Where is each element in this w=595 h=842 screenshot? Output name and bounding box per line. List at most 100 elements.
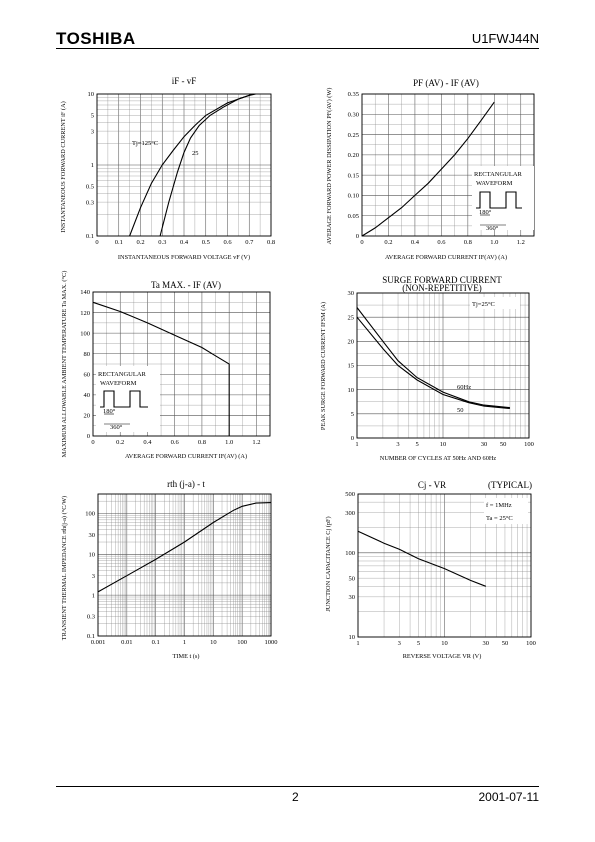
chart-title: PF (AV) - IF (AV): [413, 78, 479, 88]
y-tick-label: 1: [92, 592, 95, 599]
y-tick-label: 15: [348, 363, 355, 370]
x-tick-label: 50: [500, 441, 507, 448]
y-tick-label: 50: [349, 575, 356, 582]
tick-labels: 1 3 5 10 30 50 100 10 30 50 100 300 500: [345, 491, 536, 647]
y-tick-label: 0.3: [86, 199, 94, 206]
x-tick-label: 0.1: [115, 239, 123, 246]
x-tick-label: 0.2: [116, 439, 124, 446]
waveform-icon: [476, 191, 522, 209]
waveform-label-1: RECTANGULAR: [98, 371, 147, 378]
x-axis-label: INSTANTANEOUS FORWARD VOLTAGE vF (V): [118, 254, 250, 261]
y-axis-label: PEAK SURGE FORWARD CURRENT IFSM (A): [320, 302, 327, 430]
y-tick-label: 100: [80, 330, 90, 337]
y-tick-label: 140: [80, 289, 90, 296]
annotation-freq: f = 1MHz: [486, 502, 512, 509]
chart-subtitle: (TYPICAL): [488, 480, 532, 490]
x-tick-label: 0.6: [437, 239, 446, 246]
plot-area: [97, 502, 272, 593]
y-tick-label: 0.25: [348, 132, 359, 139]
x-tick-label: 0.6: [171, 439, 180, 446]
y-tick-label: 0.35: [348, 91, 359, 98]
chart-rth-t: rth (j-a) - t 0.001 0.01 0.1 1 10 100 10000.10…: [61, 479, 278, 660]
waveform-inset-bg: [472, 166, 534, 230]
brand-logo: TOSHIBA: [56, 29, 136, 48]
series-line-1: [356, 307, 510, 409]
plot-frame: [361, 93, 535, 237]
x-tick-label: 0.8: [198, 439, 206, 446]
grid: [97, 493, 272, 637]
x-tick-label: 0: [91, 439, 94, 446]
x-tick-label: 1: [355, 441, 358, 448]
x-tick-label: 10: [440, 441, 447, 448]
plot-frame: [96, 93, 272, 237]
publish-date: 2001-07-11: [478, 790, 540, 804]
x-tick-label: 100: [237, 639, 247, 646]
x-tick-label: 1: [183, 639, 186, 646]
y-tick-label: 10: [88, 91, 95, 98]
waveform-inset-bg: [96, 366, 160, 432]
x-tick-label: 5: [415, 441, 418, 448]
label-360: 360°: [486, 225, 499, 232]
x-tick-label: 10: [210, 639, 217, 646]
series-line-1: [357, 530, 486, 587]
label-180: 180°: [103, 408, 116, 415]
waveform-label-2: WAVEFORM: [476, 180, 513, 187]
x-tick-label: 1000: [265, 639, 278, 646]
y-tick-label: 0: [356, 233, 359, 240]
x-tick-label: 0.4: [180, 239, 189, 246]
y-tick-label: 3: [92, 573, 95, 580]
chart-cj-vr: Cj - VR (TYPICAL) 1 3 5 10 30 50 100 10 30 50 100 3…: [325, 480, 536, 660]
x-axis-label: AVERAGE FORWARD CURRENT IF(AV) (A): [385, 254, 507, 261]
series-label-50: 50: [457, 407, 464, 414]
grid: [96, 93, 272, 237]
page-number: 2: [292, 790, 299, 804]
tj-note-bg: [470, 297, 520, 309]
y-tick-label: 0.10: [348, 193, 359, 200]
plot-frame: [97, 493, 272, 637]
annotation-tj125: Tj=125°C: [132, 140, 158, 147]
x-tick-label: 0.4: [411, 239, 420, 246]
y-tick-label: 0.5: [86, 184, 94, 191]
plot-area: [356, 307, 510, 410]
x-tick-label: 1.0: [490, 239, 498, 246]
x-axis-label: NUMBER OF CYCLES AT 50Hz AND 60Hz: [380, 455, 497, 462]
x-tick-label: 1.2: [252, 439, 260, 446]
x-tick-label: 0.6: [223, 239, 232, 246]
y-tick-label: 0.05: [348, 213, 359, 220]
y-axis-label: TRANSIENT THERMAL IMPEDANCE rth(j-a) (°C…: [61, 496, 68, 640]
annotation-25: 25: [192, 150, 199, 157]
y-tick-label: 0: [87, 433, 90, 440]
y-tick-label: 40: [84, 392, 91, 399]
waveform-label-2: WAVEFORM: [100, 380, 137, 387]
chart-pf-if: PF (AV) - IF (AV) 0 0.2 0.4 0.6 0.8 1.0 1.2 0 0.…: [326, 78, 535, 261]
x-tick-label: 0: [360, 239, 363, 246]
part-number: U1FWJ44N: [471, 31, 539, 46]
x-tick-label: 100: [526, 640, 536, 647]
label-180: 180°: [479, 209, 492, 216]
footer-rule: [56, 786, 539, 787]
y-tick-label: 0: [351, 435, 354, 442]
chart-title: rth (j-a) - t: [167, 479, 205, 489]
y-tick-label: 5: [351, 411, 354, 418]
y-tick-label: 300: [345, 510, 355, 517]
tick-labels: 0 0.2 0.4 0.6 0.8 1.0 1.2 0 0.05 0.10 0.15 0.20 0.25…: [348, 91, 525, 246]
x-tick-label: 0.001: [91, 639, 106, 646]
x-axis-label: REVERSE VOLTAGE VR (V): [403, 653, 482, 660]
tick-labels: 0.001 0.01 0.1 1 10 100 1000 0.1 0.3 1 3 10 30 100: [85, 511, 277, 646]
conditions-bg: [484, 498, 528, 524]
y-tick-label: 20: [348, 339, 355, 346]
y-tick-label: 0.15: [348, 172, 359, 179]
x-tick-label: 100: [524, 441, 534, 448]
y-tick-label: 0.30: [348, 111, 359, 118]
chart-title: iF - vF: [172, 76, 197, 86]
y-tick-label: 500: [345, 491, 355, 498]
series-line-1: [361, 101, 495, 237]
y-axis-label: JUNCTION CAPACITANCE Cj (pF): [325, 516, 332, 611]
y-tick-label: 20: [84, 413, 91, 420]
x-axis-label: AVERAGE FORWARD CURRENT IF(AV) (A): [125, 453, 247, 460]
series-label-60hz: 60Hz: [457, 384, 471, 391]
y-tick-label: 60: [84, 371, 91, 378]
y-tick-label: 30: [348, 290, 355, 297]
plot-area: [357, 530, 486, 587]
y-tick-label: 120: [80, 310, 90, 317]
